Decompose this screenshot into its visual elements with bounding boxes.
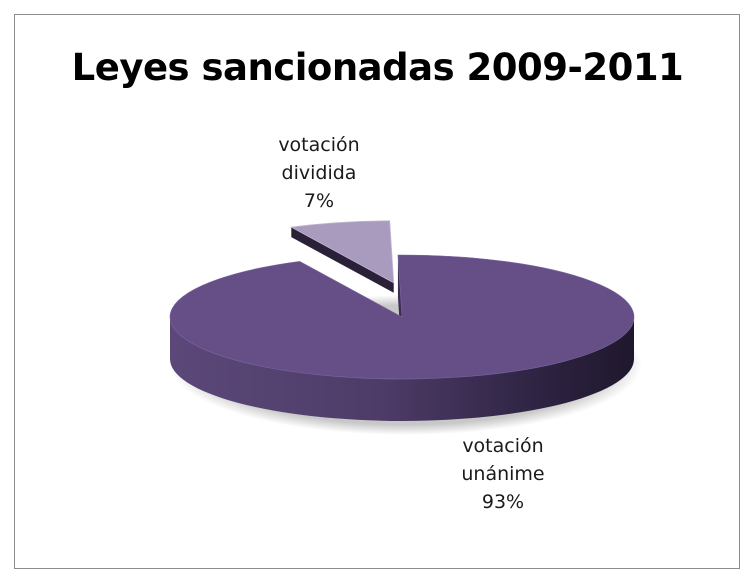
slice-label-dividida: votación dividida 7% [252, 131, 386, 215]
chart-title: Leyes sancionadas 2009-2011 [71, 46, 684, 89]
pie-slice-unanime [169, 254, 635, 380]
slice-label-unanime-word1: votación [462, 435, 544, 457]
slice-label-dividida-percent: 7% [303, 190, 335, 212]
slice-label-unanime-percent: 93% [481, 491, 525, 513]
pie-slice-unanime-side [170, 317, 634, 421]
slice-label-unanime: votación unánime 93% [438, 432, 568, 516]
chart-frame [14, 14, 740, 569]
pie-slice-dividida [290, 220, 395, 284]
slice-label-dividida-word2: dividida [281, 162, 357, 184]
slice-label-dividida-word1: votación [278, 134, 360, 156]
slice-label-unanime-word2: unánime [461, 463, 545, 485]
pie-slice-dividida-side [291, 227, 394, 293]
